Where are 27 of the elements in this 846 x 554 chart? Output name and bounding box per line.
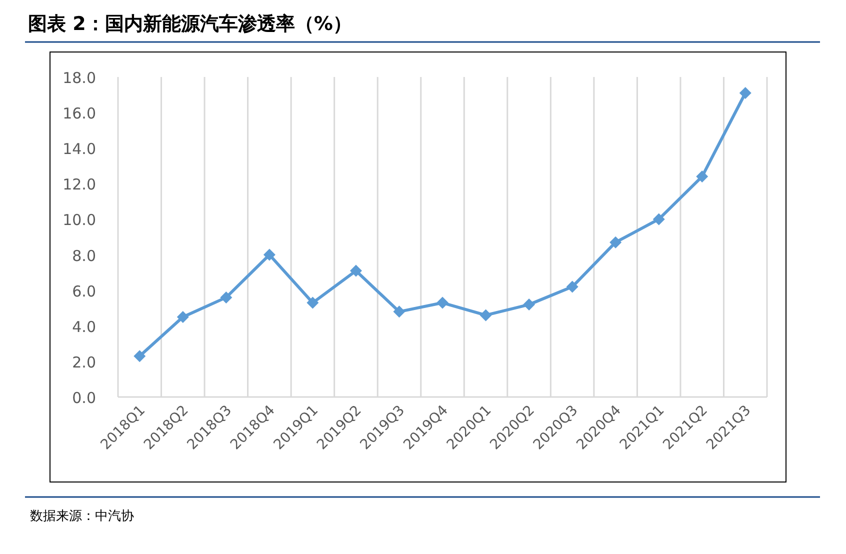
y-tick-label: 8.0	[72, 246, 96, 265]
y-tick-label: 2.0	[72, 353, 96, 372]
point	[263, 248, 276, 261]
y-tick-label: 18.0	[62, 69, 96, 87]
y-tick-label: 14.0	[62, 140, 96, 158]
point	[523, 298, 536, 311]
point	[176, 311, 189, 323]
point	[739, 87, 752, 99]
point	[652, 213, 665, 226]
y-tick-label: 0.0	[72, 389, 96, 407]
point	[610, 236, 622, 248]
point	[393, 306, 406, 318]
chart-title: 图表 2：国内新能源汽车渗透率（%）	[28, 13, 352, 35]
y-tick-label: 12.0	[62, 176, 96, 194]
y-tick-label: 10.0	[62, 211, 96, 230]
point	[350, 264, 362, 277]
point	[480, 309, 492, 322]
y-tick-label: 6.0	[72, 282, 96, 300]
point	[134, 350, 146, 362]
point	[566, 280, 578, 293]
y-tick-label: 4.0	[72, 318, 96, 336]
point	[220, 291, 232, 304]
point	[436, 296, 448, 309]
source-note: 数据来源：中汽协	[30, 509, 134, 524]
point	[696, 170, 708, 183]
y-tick-label: 16.0	[62, 104, 96, 123]
point	[306, 296, 319, 309]
